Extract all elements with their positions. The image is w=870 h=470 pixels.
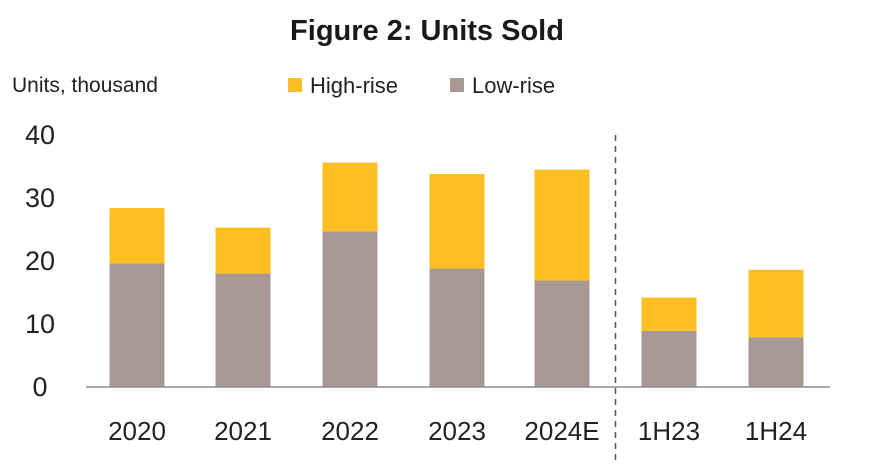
bar-low-rise-2020 [109, 263, 165, 387]
y-tick-label-40: 40 [25, 120, 55, 150]
bar-high-rise-2024e [534, 169, 590, 281]
x-tick-label-2024e: 2024E [524, 416, 599, 446]
chart-title: Figure 2: Units Sold [290, 15, 564, 47]
bar-low-rise-2021 [215, 273, 271, 387]
legend-swatch-high-rise [288, 78, 302, 92]
y-tick-label-30: 30 [25, 183, 55, 213]
bar-low-rise-2023 [429, 268, 485, 387]
bar-low-rise-2024e [534, 280, 590, 387]
legend-label-low-rise: Low-rise [472, 73, 555, 98]
y-tick-label-0: 0 [32, 372, 47, 402]
bar-high-rise-2023 [429, 174, 485, 269]
bar-low-rise-1h24 [748, 337, 804, 387]
y-tick-label-10: 10 [25, 309, 55, 339]
x-tick-label-1h24: 1H24 [745, 416, 807, 446]
bar-high-rise-2022 [322, 162, 378, 232]
bar-high-rise-2021 [215, 227, 271, 274]
chart-legend: High-rise Low-rise [288, 73, 555, 98]
bar-high-rise-1h23 [641, 297, 697, 331]
bar-low-rise-1h23 [641, 330, 697, 387]
bar-high-rise-1h24 [748, 269, 804, 338]
x-tick-label-2022: 2022 [321, 416, 379, 446]
x-tick-label-2020: 2020 [108, 416, 166, 446]
x-tick-label-1h23: 1H23 [638, 416, 700, 446]
y-axis: 0 10 20 30 40 [25, 120, 55, 402]
y-axis-label: Units, thousand [12, 74, 158, 97]
x-tick-label-2021: 2021 [214, 416, 272, 446]
bar-low-rise-2022 [322, 231, 378, 387]
bars-group [109, 162, 804, 387]
bar-high-rise-2020 [109, 208, 165, 264]
y-tick-label-20: 20 [25, 246, 55, 276]
x-axis: 2020 2021 2022 2023 2024E 1H23 1H24 [86, 135, 830, 462]
legend-label-high-rise: High-rise [310, 73, 398, 98]
x-tick-label-2023: 2023 [428, 416, 486, 446]
legend-swatch-low-rise [450, 78, 464, 92]
